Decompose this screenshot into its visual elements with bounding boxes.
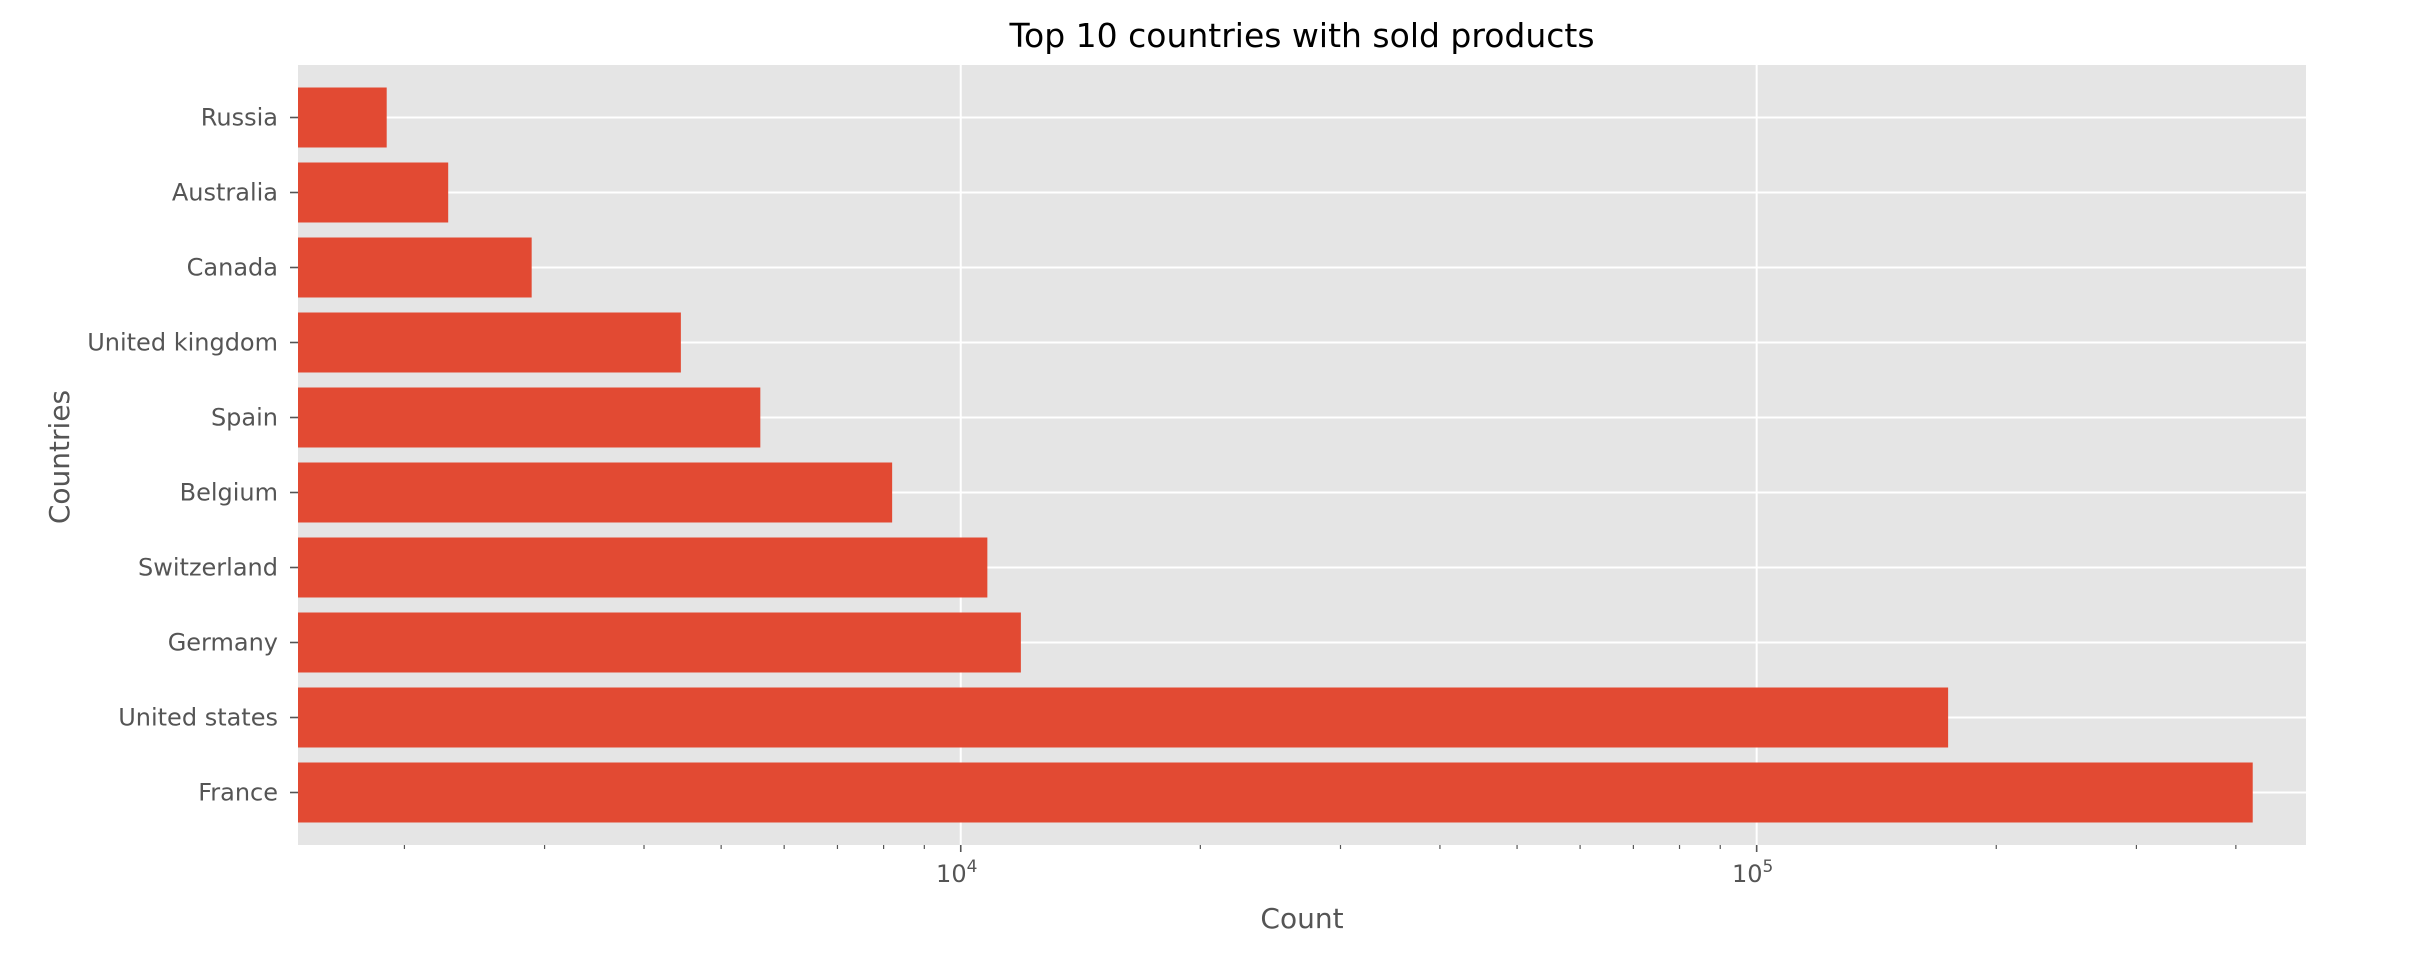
y-tick-label: Belgium	[180, 479, 278, 507]
y-tick-label: France	[198, 779, 278, 807]
bar	[298, 612, 1021, 673]
bar	[298, 462, 893, 523]
x-axis-label: Count	[1260, 902, 1343, 935]
bar	[298, 387, 761, 448]
x-tick-label: 105	[1732, 857, 1773, 888]
y-axis-label: Countries	[43, 390, 76, 524]
bar	[298, 762, 2253, 823]
bar	[298, 237, 532, 298]
bar	[298, 687, 1949, 748]
y-tick-label: United states	[118, 704, 278, 732]
y-tick-label: Australia	[172, 179, 278, 207]
chart-title: Top 10 countries with sold products	[1008, 16, 1594, 55]
y-tick-label: Spain	[211, 404, 278, 432]
bar	[298, 537, 988, 598]
axis-ticks: 104 105 Russia Australia Canada United kingdo…	[87, 104, 2237, 888]
y-tick-label: Russia	[201, 104, 278, 132]
x-tick-label: 104	[936, 857, 977, 888]
bar	[298, 87, 387, 148]
y-tick-label: Germany	[168, 629, 278, 657]
bar	[298, 312, 681, 373]
bar	[298, 162, 449, 223]
y-tick-label: Switzerland	[138, 554, 278, 582]
bars	[298, 87, 2253, 823]
y-tick-label: United kingdom	[87, 329, 278, 357]
y-tick-label: Canada	[187, 254, 278, 282]
